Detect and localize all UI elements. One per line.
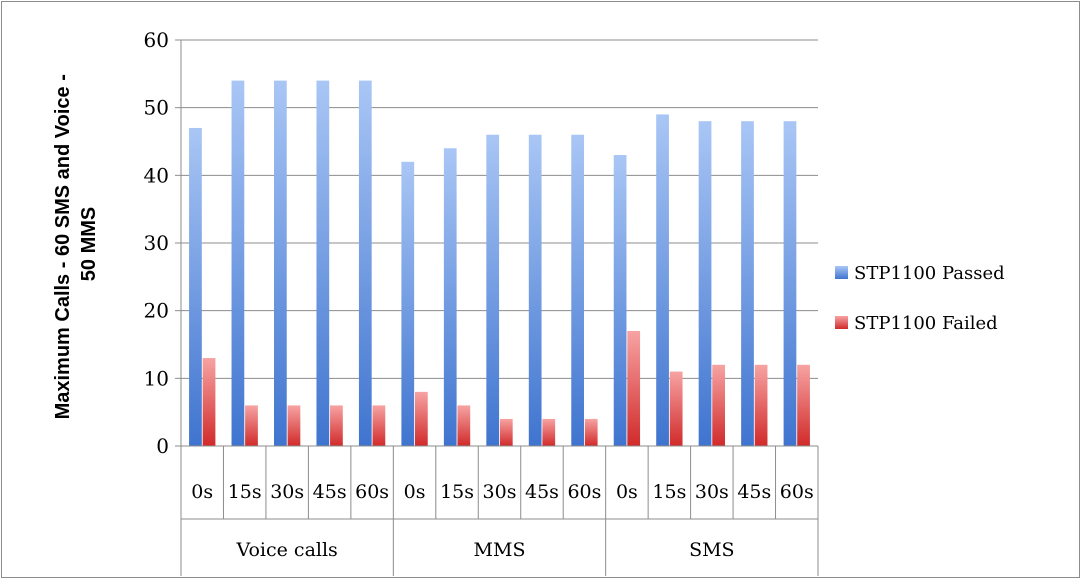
bar-passed: [316, 80, 330, 446]
x-group-label: SMS: [689, 539, 735, 561]
x-tick-label: 45s: [737, 481, 771, 503]
x-tick-label: 0s: [404, 481, 426, 503]
bar-failed: [372, 405, 386, 446]
x-group-label: Voice calls: [236, 539, 338, 561]
bar-passed: [274, 80, 287, 446]
y-axis-title: Maximum Calls - 60 SMS and Voice - 50 MM…: [52, 69, 100, 420]
y-tick-label: 30: [144, 231, 169, 255]
y-axis-title-line-2: 50 MMS: [78, 207, 100, 281]
bar-failed: [287, 405, 301, 446]
bar-passed: [401, 161, 415, 447]
bar-passed: [656, 114, 669, 446]
bar-failed: [754, 364, 768, 446]
x-tick-label: 15s: [228, 481, 262, 503]
bar-failed: [712, 364, 725, 446]
bar-passed: [486, 134, 500, 446]
y-tick-label: 60: [144, 28, 169, 52]
x-tick-label: 30s: [483, 481, 517, 503]
axis-labels: 0 10 20 30 40 50 60 0s 15s 30s 45s 60s 0s 15s 30s 45s 60…: [144, 28, 814, 561]
x-tick-label: 30s: [695, 481, 729, 503]
x-group-label: MMS: [474, 539, 526, 561]
y-tick-label: 50: [144, 96, 169, 120]
y-tick-label: 20: [144, 299, 169, 323]
legend-label-failed: STP1100 Failed: [854, 313, 998, 334]
gridlines: [181, 39, 818, 379]
legend: STP1100 Passed STP1100 Failed: [835, 263, 1005, 334]
bar-failed: [669, 371, 683, 446]
bar-failed: [584, 418, 598, 446]
bar-failed: [797, 364, 810, 446]
bar-failed: [457, 405, 471, 446]
x-tick-label: 60s: [355, 481, 389, 503]
bar-failed: [542, 418, 556, 446]
bar-passed: [613, 155, 627, 447]
bar-failed: [202, 358, 216, 446]
x-tick-label: 30s: [270, 481, 304, 503]
bar-passed: [443, 148, 457, 446]
bar-failed: [627, 330, 641, 446]
x-tick-label: 0s: [616, 481, 638, 503]
bar-passed: [189, 127, 202, 446]
bar-passed: [571, 134, 585, 446]
legend-swatch-failed: [835, 316, 848, 329]
svg-text:Maximum Calls - 60 SMS and Voi: Maximum Calls - 60 SMS and Voice - 50 MM…: [52, 69, 100, 420]
x-tick-label: 60s: [780, 481, 814, 503]
legend-swatch-passed: [835, 266, 848, 279]
bar-passed: [231, 80, 245, 446]
bar-failed: [330, 405, 343, 446]
bar-passed: [783, 121, 797, 446]
bar-failed: [414, 391, 428, 446]
y-tick-label: 10: [144, 366, 169, 390]
bar-passed: [698, 121, 712, 446]
x-tick-label: 15s: [652, 481, 686, 503]
axes: [175, 39, 819, 576]
bar-failed: [245, 405, 258, 446]
x-tick-label: 45s: [313, 481, 347, 503]
y-axis-title-line-1: Maximum Calls - 60 SMS and Voice -: [52, 74, 74, 419]
bar-passed: [358, 80, 372, 446]
bar-passed: [528, 134, 542, 446]
x-tick-label: 60s: [567, 481, 601, 503]
x-tick-label: 45s: [525, 481, 559, 503]
bar-passed: [741, 121, 754, 446]
y-tick-label: 0: [156, 434, 169, 458]
legend-label-passed: STP1100 Passed: [854, 263, 1005, 284]
bar-failed: [499, 418, 513, 446]
bars: [189, 80, 810, 447]
y-tick-label: 40: [144, 163, 169, 187]
x-tick-label: 15s: [440, 481, 474, 503]
x-tick-label: 0s: [191, 481, 213, 503]
